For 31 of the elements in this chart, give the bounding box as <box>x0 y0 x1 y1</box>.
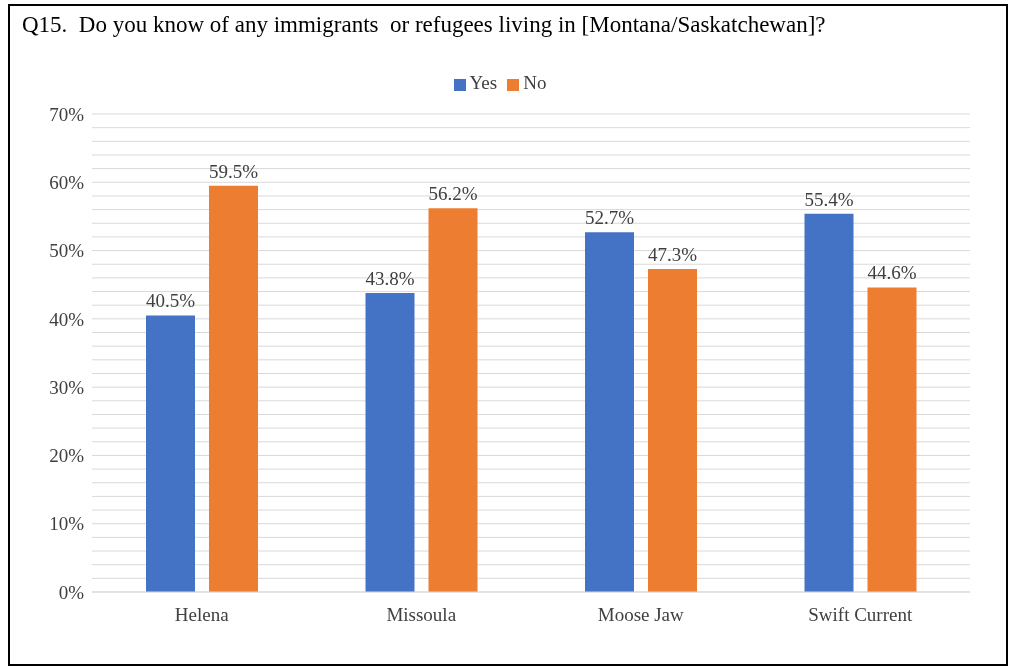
x-tick-label: Moose Jaw <box>597 604 685 626</box>
bar <box>428 208 478 592</box>
y-tick-label: 30% <box>49 376 85 398</box>
y-tick-label: 40% <box>49 308 85 330</box>
data-label: 52.7% <box>584 207 635 229</box>
legend-label: Yes <box>469 72 498 93</box>
x-tick-label: Helena <box>174 604 230 626</box>
y-tick-label: 70% <box>49 103 85 125</box>
bar <box>585 232 634 592</box>
legend-label: No <box>523 72 547 93</box>
data-label: 56.2% <box>428 183 478 205</box>
bar <box>146 315 195 592</box>
y-tick-label: 50% <box>49 240 85 262</box>
x-tick-label: Swift Current <box>808 604 913 626</box>
x-tick-label: Missoula <box>386 604 457 626</box>
y-tick-label: 0% <box>58 581 85 603</box>
data-label: 59.5% <box>208 160 259 182</box>
data-label: 44.6% <box>867 262 917 284</box>
bar <box>804 213 854 592</box>
data-label: 43.8% <box>365 267 415 289</box>
data-label: 40.5% <box>145 290 196 312</box>
bar <box>365 292 415 592</box>
chart-title: Q15. Do you know of any immigrants or refugees living in [Montana/Saskatchewan]? <box>22 12 826 38</box>
data-label: 55.4% <box>804 188 854 210</box>
bar <box>867 287 917 592</box>
y-tick-label: 10% <box>49 513 85 535</box>
bar <box>209 185 258 592</box>
data-label: 47.3% <box>647 244 698 266</box>
y-tick-label: 60% <box>49 172 85 194</box>
bar <box>648 269 697 592</box>
y-tick-label: 20% <box>49 445 85 467</box>
